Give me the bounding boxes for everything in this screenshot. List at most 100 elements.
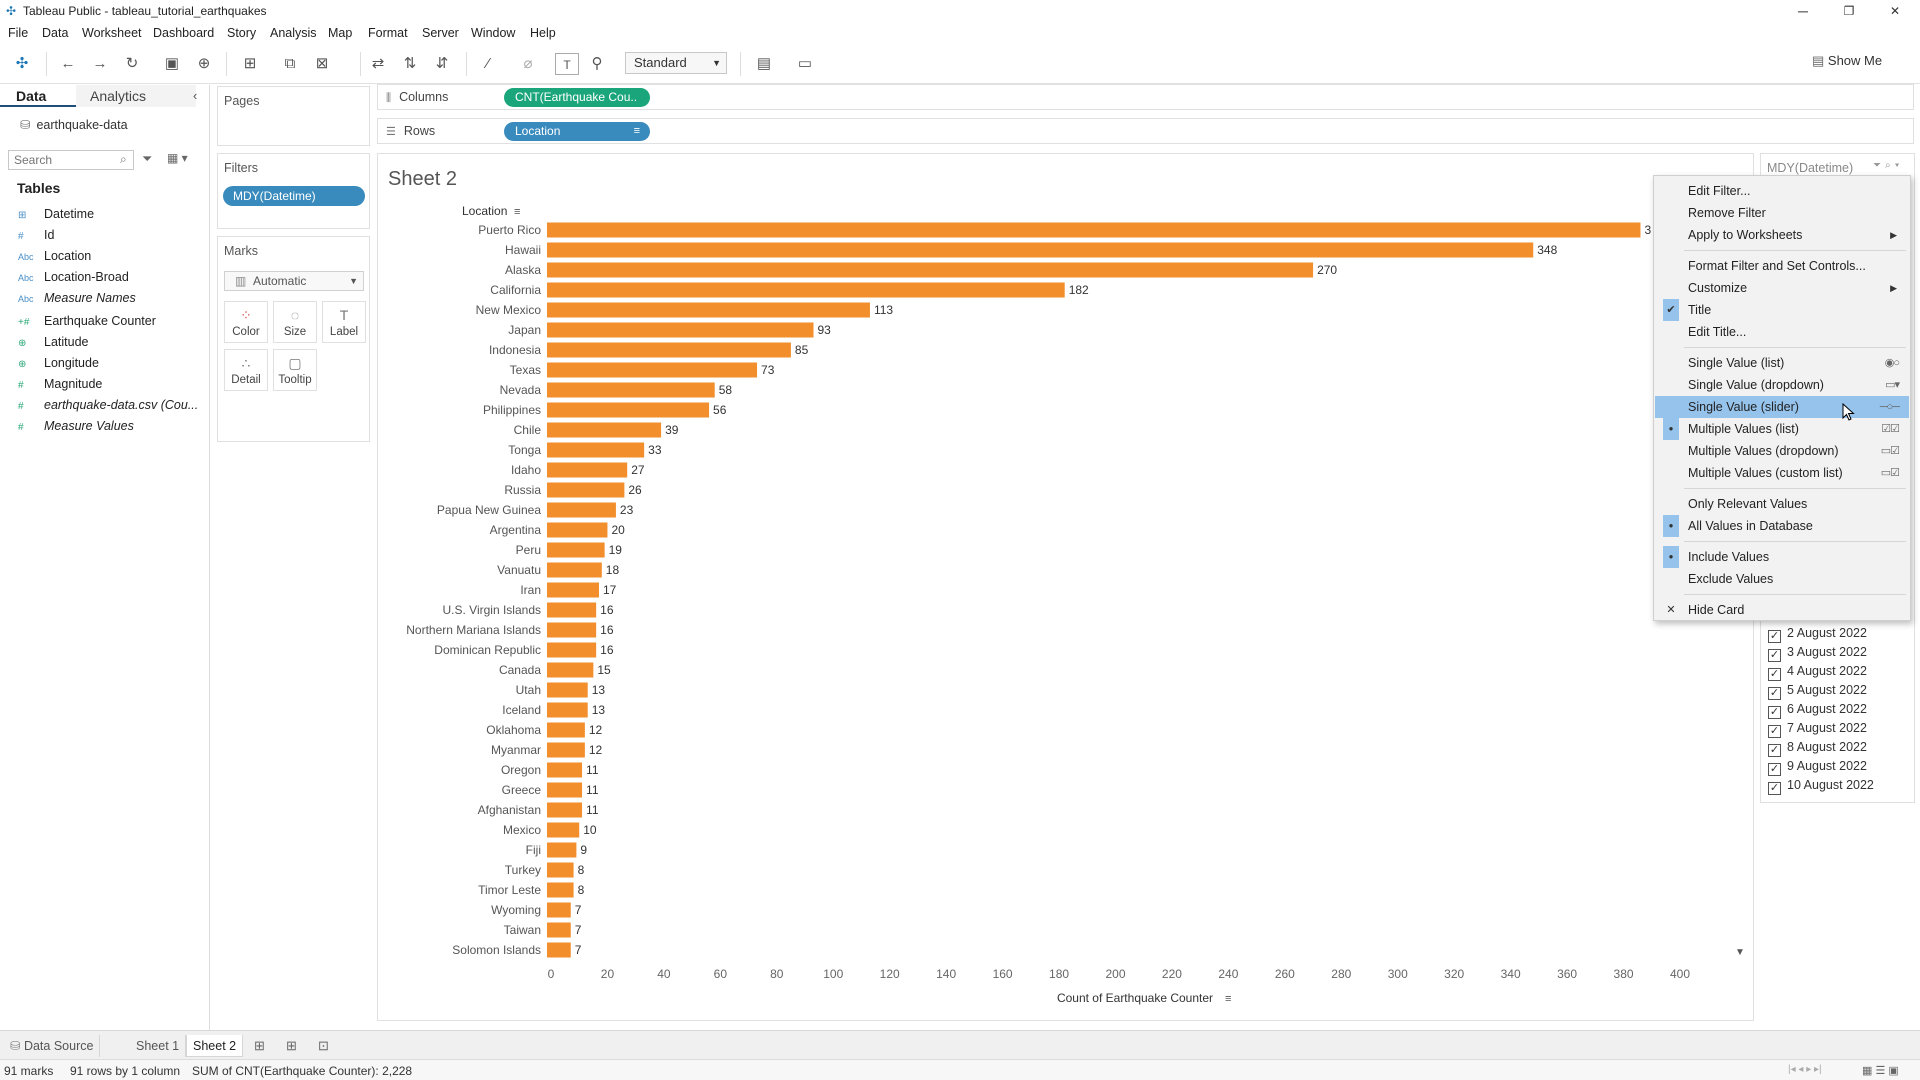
search-input[interactable] <box>8 150 134 170</box>
menu-item[interactable]: Remove Filter <box>1655 202 1909 224</box>
field-item[interactable]: # Magnitude <box>18 375 102 393</box>
filter-value-item[interactable]: ✓ 10 August 2022 <box>1768 776 1874 795</box>
redo-icon[interactable]: → <box>92 55 108 72</box>
fix-axes-icon[interactable]: ⚲ <box>591 55 603 72</box>
new-worksheet-icon[interactable]: ⊞ <box>243 55 257 72</box>
field-item[interactable]: ⊞ Datetime <box>18 205 94 223</box>
field-item[interactable]: # earthquake-data.csv (Cou... <box>18 396 198 414</box>
field-item[interactable]: # Id <box>18 226 54 244</box>
checkbox[interactable]: ✓ <box>1768 630 1781 643</box>
menu-item[interactable]: ✔ Title <box>1655 299 1909 321</box>
save-icon[interactable]: ▣ <box>164 55 180 72</box>
collapse-pane-icon[interactable]: ‹ <box>193 88 198 103</box>
detail-button[interactable]: ∴ Detail <box>224 349 268 391</box>
new-dashboard-icon[interactable]: ⊞ <box>286 1038 297 1053</box>
menu-server[interactable]: Server <box>422 26 459 40</box>
sheet-view-icons[interactable]: ▦ ☰ ▣ <box>1862 1065 1899 1077</box>
new-story-icon[interactable]: ⊡ <box>318 1038 329 1053</box>
menu-item[interactable]: Customize ▶ <box>1655 277 1909 299</box>
vertical-scrollbar[interactable]: ▼ <box>1735 178 1745 958</box>
field-item[interactable]: Abc Measure Names <box>18 289 136 307</box>
menu-window[interactable]: Window <box>471 26 516 40</box>
field-item[interactable]: Abc Location-Broad <box>18 268 129 286</box>
filter-value-item[interactable]: ✓ 3 August 2022 <box>1768 643 1867 662</box>
sort-ascending-icon[interactable]: ⇅ <box>403 55 417 72</box>
label-button[interactable]: T Label <box>322 301 366 343</box>
checkbox[interactable]: ✓ <box>1768 763 1781 776</box>
menu-item[interactable]: ● Multiple Values (list) ☑☑ <box>1655 418 1909 440</box>
show-labels-icon[interactable]: T <box>555 53 579 75</box>
filter-value-item[interactable]: ✓ 2 August 2022 <box>1768 624 1867 643</box>
checkbox[interactable]: ✓ <box>1768 649 1781 662</box>
checkbox[interactable]: ✓ <box>1768 687 1781 700</box>
tab-data[interactable]: Data <box>0 85 76 107</box>
checkbox[interactable]: ✓ <box>1768 668 1781 681</box>
swap-rows-columns-icon[interactable]: ⇄ <box>371 55 385 72</box>
menu-analysis[interactable]: Analysis <box>270 26 317 40</box>
menu-item[interactable]: Only Relevant Values <box>1655 493 1909 515</box>
scroll-down-icon[interactable]: ▼ <box>1735 947 1745 958</box>
filter-value-item[interactable]: ✓ 4 August 2022 <box>1768 662 1867 681</box>
menu-item[interactable]: ● Include Values <box>1655 546 1909 568</box>
new-worksheet-icon[interactable]: ⊞ <box>254 1038 265 1053</box>
undo-icon[interactable]: ← <box>60 55 76 72</box>
field-item[interactable]: ⊕ Latitude <box>18 333 88 351</box>
menu-item[interactable]: ● All Values in Database <box>1655 515 1909 537</box>
columns-pill[interactable]: CNT(Earthquake Cou.. <box>504 88 650 107</box>
restore-button[interactable]: ❐ <box>1843 4 1855 18</box>
tooltip-button[interactable]: ▢ Tooltip <box>273 349 317 391</box>
menu-item[interactable]: Single Value (list) ◉○ <box>1655 352 1909 374</box>
menu-item[interactable]: Format Filter and Set Controls... <box>1655 255 1909 277</box>
filters-card[interactable]: Filters MDY(Datetime) <box>217 153 370 229</box>
highlight-icon[interactable]: ⁄ <box>486 55 490 72</box>
checkbox[interactable]: ✓ <box>1768 725 1781 738</box>
menu-item[interactable]: Edit Title... <box>1655 321 1909 343</box>
replay-icon[interactable]: ↻ <box>125 55 139 72</box>
menu-worksheet[interactable]: Worksheet <box>82 26 142 40</box>
filter-value-item[interactable]: ✓ 7 August 2022 <box>1768 719 1867 738</box>
columns-shelf[interactable]: ⫼ Columns CNT(Earthquake Cou.. <box>377 84 1914 110</box>
sheet-navigation-icons[interactable]: |◂ ◂ ▸ ▸| <box>1788 1064 1822 1075</box>
filter-value-item[interactable]: ✓ 5 August 2022 <box>1768 681 1867 700</box>
menu-item[interactable]: ✕ Hide Card <box>1655 599 1909 621</box>
field-item[interactable]: # Measure Values <box>18 417 134 435</box>
fit-select[interactable]: Standard ▼ <box>625 52 727 74</box>
menu-item[interactable]: Apply to Worksheets ▶ <box>1655 224 1909 246</box>
menu-item[interactable]: Multiple Values (dropdown) ▭☑ <box>1655 440 1909 462</box>
clear-sheet-icon[interactable]: ⊠ <box>315 55 329 72</box>
menu-map[interactable]: Map <box>328 26 353 40</box>
show-cards-icon[interactable]: ▤ <box>756 55 772 72</box>
menu-help[interactable]: Help <box>530 26 556 40</box>
field-item[interactable]: +# Earthquake Counter <box>18 312 156 330</box>
menu-item[interactable]: Single Value (slider) ─○─ <box>1655 396 1909 418</box>
filter-value-item[interactable]: ✓ 6 August 2022 <box>1768 700 1867 719</box>
close-button[interactable]: ✕ <box>1889 4 1901 18</box>
filter-value-item[interactable]: ✓ 9 August 2022 <box>1768 757 1867 776</box>
field-item[interactable]: ⊕ Longitude <box>18 354 99 372</box>
group-icon[interactable]: ⌀ <box>523 55 533 72</box>
filter-card-tools[interactable]: ⏷⌕▾ <box>1873 160 1904 171</box>
mark-type-select[interactable]: ▥ Automatic ▼ <box>224 271 364 291</box>
sort-descending-icon[interactable]: ⇵ <box>435 55 449 72</box>
tab-analytics[interactable]: Analytics <box>76 85 196 107</box>
menu-data[interactable]: Data <box>42 26 69 40</box>
tab-data-source[interactable]: ⛁ Data Source <box>4 1035 101 1057</box>
menu-item[interactable]: Multiple Values (custom list) ▭☑ <box>1655 462 1909 484</box>
menu-dashboard[interactable]: Dashboard <box>153 26 215 40</box>
menu-item[interactable]: Single Value (dropdown) ▭▾ <box>1655 374 1909 396</box>
pages-card[interactable]: Pages <box>217 86 370 146</box>
menu-story[interactable]: Story <box>227 26 257 40</box>
filter-icon[interactable]: ⏷ <box>142 151 153 166</box>
datasource-item[interactable]: ⛁ earthquake-data <box>20 117 128 132</box>
checkbox[interactable]: ✓ <box>1768 744 1781 757</box>
menu-item[interactable]: Edit Filter... <box>1655 180 1909 202</box>
checkbox[interactable]: ✓ <box>1768 706 1781 719</box>
rows-pill[interactable]: Location ≡ <box>504 122 650 141</box>
color-button[interactable]: ⁘ Color <box>224 301 268 343</box>
field-item[interactable]: Abc Location <box>18 247 91 265</box>
presentation-mode-icon[interactable]: ▭ <box>797 55 813 72</box>
view-options-icon[interactable]: ▦ ▾ <box>167 151 188 165</box>
menu-format[interactable]: Format <box>368 26 408 40</box>
checkbox[interactable]: ✓ <box>1768 782 1781 795</box>
duplicate-sheet-icon[interactable]: ⧉ <box>284 55 296 72</box>
